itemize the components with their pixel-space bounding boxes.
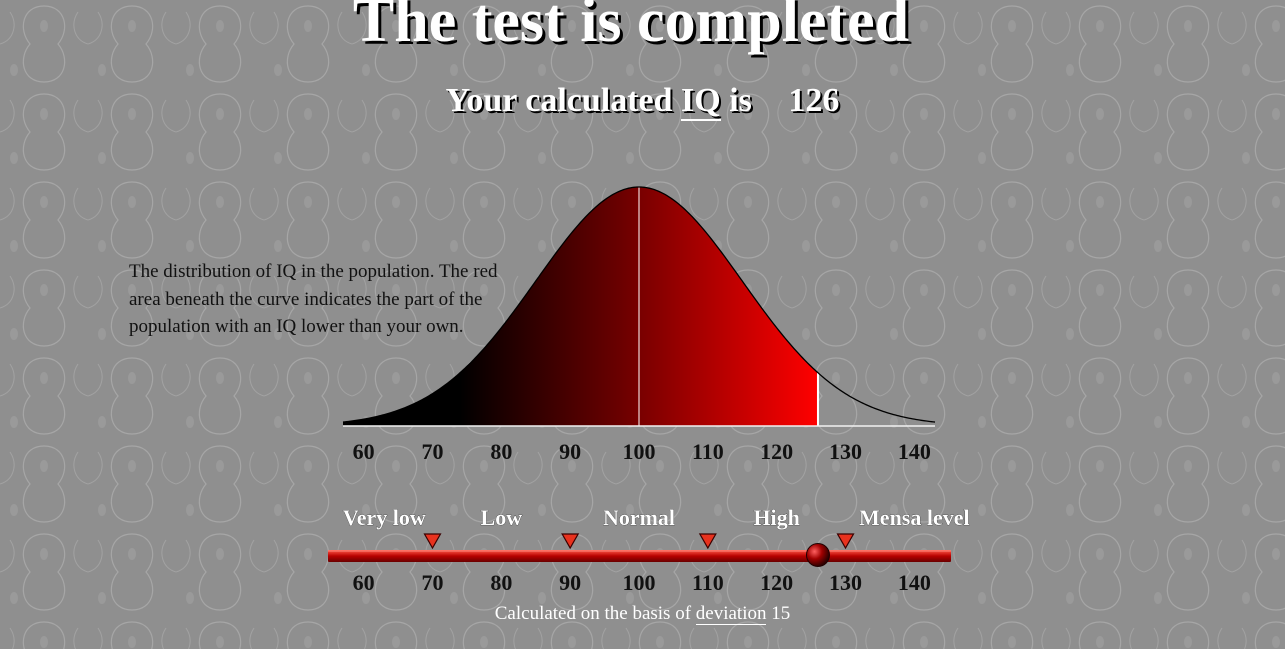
- shaded-area: [343, 187, 818, 426]
- boundary-marker: [561, 533, 580, 550]
- scale-category-label: Normal: [603, 505, 675, 530]
- iq-link[interactable]: IQ: [681, 82, 721, 121]
- x-tick-label: 110: [692, 439, 724, 464]
- x-tick-label: 130: [829, 439, 862, 464]
- scale-category-label: Low: [481, 505, 523, 530]
- x-tick-label: 100: [623, 439, 656, 464]
- boundary-marker: [423, 533, 442, 550]
- scale-category-label: Mensa level: [859, 505, 970, 530]
- scale-bar: [328, 550, 951, 562]
- result-heading: Your calculated IQ is 126: [0, 82, 1285, 121]
- deviation-value: 15: [771, 603, 791, 624]
- x-tick-label: 60: [353, 439, 375, 464]
- boundary-marker: [836, 533, 855, 550]
- scale-tick-label: 140: [898, 570, 931, 595]
- scale-tick-label: 90: [559, 570, 581, 595]
- distribution-description: The distribution of IQ in the population…: [129, 261, 498, 337]
- scale-tick-label: 120: [760, 570, 793, 595]
- scale-tick-label: 60: [353, 570, 375, 595]
- result-suffix: is: [729, 82, 752, 119]
- x-tick-label: 120: [760, 439, 793, 464]
- page-title: The test is completed: [352, 0, 910, 55]
- scale-category-label: High: [753, 505, 799, 530]
- x-tick-label: 80: [490, 439, 512, 464]
- boundary-marker: [698, 533, 717, 550]
- distribution-curve: [342, 186, 936, 423]
- x-tick-label: 140: [898, 439, 931, 464]
- footnote-prefix: Calculated on the basis of: [494, 603, 692, 624]
- x-tick-label: 90: [559, 439, 581, 464]
- scale-tick-label: 130: [829, 570, 862, 595]
- scale-tick-label: 80: [490, 570, 512, 595]
- scale-tick-label: 100: [623, 570, 656, 595]
- x-tick-label: 70: [421, 439, 443, 464]
- iq-score: 126: [788, 82, 840, 119]
- score-marker: [805, 543, 830, 567]
- scale-tick-label: 70: [421, 570, 443, 595]
- scale-category-label: Very low: [343, 505, 426, 530]
- calculation-note: Calculated on the basis of deviation 15: [0, 603, 1285, 625]
- result-prefix: Your calculated: [445, 82, 673, 119]
- deviation-link[interactable]: deviation: [695, 603, 767, 625]
- scale-tick-label: 110: [692, 570, 724, 595]
